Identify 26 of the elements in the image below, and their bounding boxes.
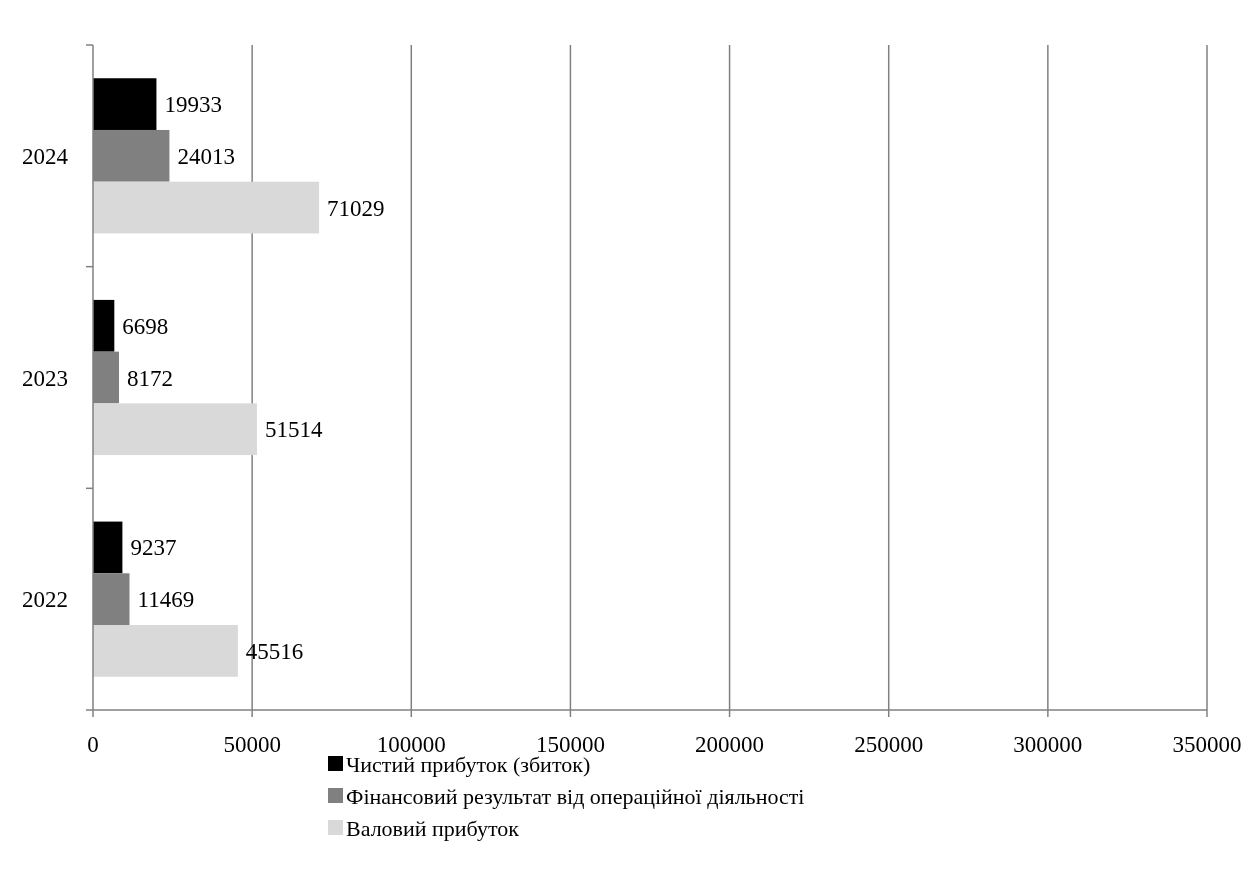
y-tick-label: 2024 bbox=[22, 143, 69, 169]
bar bbox=[93, 403, 257, 456]
x-tick-label: 350000 bbox=[1172, 732, 1242, 757]
bar bbox=[93, 78, 157, 130]
bar bbox=[93, 521, 123, 574]
legend-label: Фінансовий результат від операційної діяльності bbox=[346, 784, 805, 809]
x-tick-label: 0 bbox=[87, 732, 99, 757]
bar bbox=[93, 181, 320, 234]
y-tick-label: 2022 bbox=[22, 587, 68, 613]
data-label: 45516 bbox=[245, 638, 304, 664]
data-label: 11469 bbox=[137, 587, 195, 613]
bar bbox=[93, 299, 115, 352]
y-tick-label: 2023 bbox=[22, 365, 68, 391]
data-label: 24013 bbox=[177, 143, 235, 169]
data-label: 19933 bbox=[164, 92, 222, 118]
data-label: 6698 bbox=[122, 313, 169, 339]
legend-label: Валовий прибуток bbox=[346, 816, 520, 841]
data-label: 71029 bbox=[327, 195, 385, 221]
x-tick-label: 200000 bbox=[695, 732, 765, 757]
data-label: 9237 bbox=[130, 535, 177, 561]
x-tick-label: 300000 bbox=[1013, 732, 1083, 757]
data-label: 8172 bbox=[127, 365, 174, 391]
bar bbox=[93, 625, 238, 677]
x-tick-label: 250000 bbox=[854, 732, 924, 757]
data-label: 51514 bbox=[264, 417, 323, 443]
x-tick-label: 50000 bbox=[223, 732, 281, 757]
